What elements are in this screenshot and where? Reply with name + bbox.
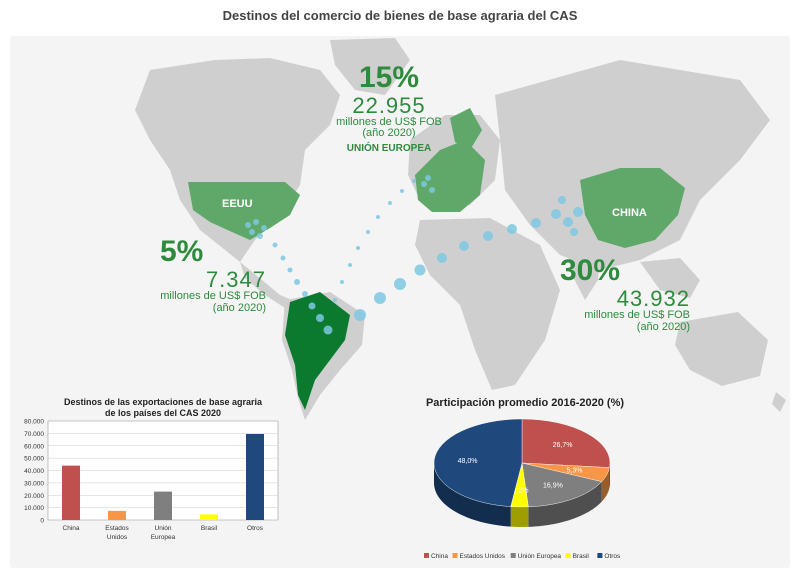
pie-chart-title: Participación promedio 2016-2020 (%) bbox=[425, 397, 625, 409]
eu-percent: 15% bbox=[358, 61, 420, 94]
china-stat-detail: 43.932 millones de US$ FOB (año 2020) bbox=[560, 287, 690, 333]
china-year: (año 2020) bbox=[636, 320, 690, 333]
asia-shape bbox=[495, 60, 770, 270]
australia-shape bbox=[675, 312, 768, 386]
china-shape bbox=[580, 168, 685, 248]
china-unit: millones de US$ FOB bbox=[584, 309, 690, 322]
usa-amount: 7.347 bbox=[205, 267, 266, 292]
usa-stat-detail: 7.347 millones de US$ FOB (año 2020) bbox=[156, 268, 266, 314]
route-eu bbox=[333, 175, 435, 302]
route-china bbox=[354, 196, 583, 321]
southeast-asia-shape bbox=[640, 258, 700, 298]
eu-stat: 15% 22.955 millones de US$ FOB (año 2020… bbox=[333, 62, 445, 154]
usa-map-label: EEUU bbox=[222, 198, 253, 210]
china-stat: 30% bbox=[560, 255, 680, 287]
africa-shape bbox=[415, 218, 560, 390]
scandinavia-shape bbox=[450, 108, 482, 150]
eu-unit: millones de US$ FOB bbox=[336, 115, 442, 128]
bar-chart-title: Destinos de las exportaciones de base ag… bbox=[63, 397, 263, 419]
central-america-shape bbox=[240, 262, 292, 308]
greenland-shape bbox=[330, 38, 410, 95]
eu-shape bbox=[415, 140, 485, 212]
usa-shape bbox=[188, 182, 300, 240]
route-usa bbox=[245, 219, 333, 335]
cas-region-shape bbox=[285, 292, 350, 410]
china-amount: 43.932 bbox=[616, 286, 690, 311]
eu-year: (año 2020) bbox=[362, 127, 416, 140]
usa-percent: 5% bbox=[160, 235, 204, 268]
china-percent: 30% bbox=[560, 254, 621, 287]
eu-amount: 22.955 bbox=[352, 92, 426, 118]
north-america-shape bbox=[135, 58, 340, 262]
page-title: Destinos del comercio de bienes de base … bbox=[222, 8, 578, 23]
eu-region: UNIÓN EUROPEA bbox=[346, 142, 432, 154]
usa-stat: 5% bbox=[160, 236, 260, 268]
usa-unit: millones de US$ FOB bbox=[160, 290, 266, 303]
india-shape bbox=[565, 240, 600, 300]
usa-year: (año 2020) bbox=[212, 301, 266, 314]
new-zealand-shape bbox=[772, 392, 786, 412]
china-map-label: CHINA bbox=[612, 207, 647, 219]
